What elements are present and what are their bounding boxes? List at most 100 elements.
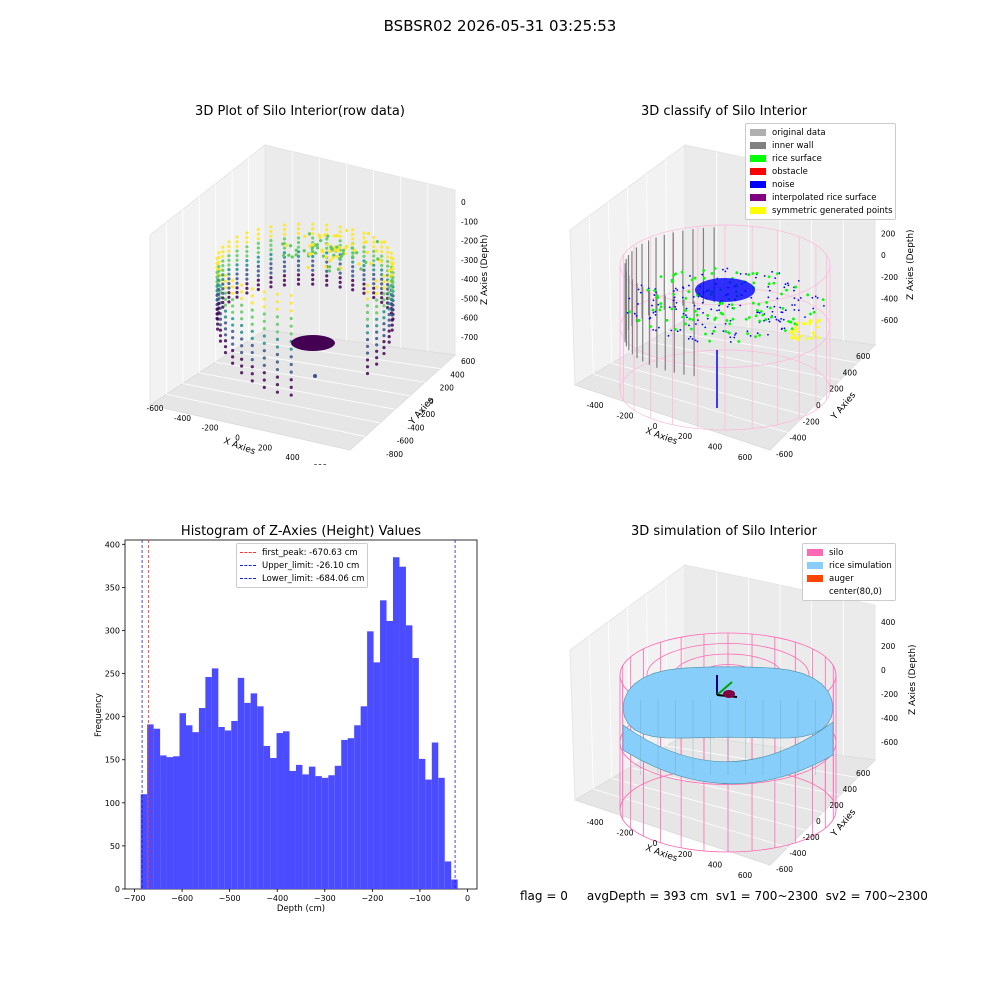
raw-point	[382, 304, 386, 308]
classified-point	[710, 272, 714, 275]
raw-point	[311, 231, 315, 235]
raw-point	[328, 249, 332, 253]
classified-point	[649, 325, 652, 328]
raw-point	[282, 260, 287, 264]
raw-point	[351, 232, 355, 236]
classified-point	[754, 276, 757, 279]
raw-point	[275, 315, 280, 319]
raw-point	[294, 248, 298, 252]
classified-point	[659, 305, 663, 309]
raw-point	[250, 329, 254, 333]
classify-y-tick-1: -400	[789, 434, 806, 443]
raw-point	[227, 263, 231, 267]
raw-point	[217, 260, 221, 264]
raw-point	[282, 274, 287, 278]
raw-point	[375, 324, 379, 328]
raw-point	[223, 321, 228, 325]
raw-point	[227, 277, 231, 281]
raw-point	[338, 285, 342, 289]
classify-zlabel: Z Axies (Depth)	[906, 229, 916, 300]
raw-point	[326, 234, 330, 238]
raw-point	[231, 336, 235, 340]
raw-point	[275, 390, 280, 394]
classified-point	[676, 330, 679, 333]
classified-point	[684, 322, 687, 326]
raw-point	[351, 269, 355, 273]
raw-z-tick-6: -600	[461, 314, 478, 323]
raw-point	[310, 246, 314, 250]
raw-point	[240, 344, 244, 348]
histogram-bar	[444, 861, 452, 889]
raw-point	[387, 285, 391, 289]
raw-point	[372, 272, 376, 277]
histogram-bar	[231, 720, 238, 889]
classified-point	[695, 323, 697, 325]
raw-z-tick-0: 0	[461, 198, 466, 207]
classified-point	[804, 316, 806, 319]
raw-point	[256, 255, 260, 259]
raw-point	[338, 262, 342, 266]
raw-point	[256, 227, 260, 232]
histogram-ylabel: Frequency	[94, 693, 104, 737]
raw-point	[311, 259, 315, 263]
raw-point	[390, 313, 394, 317]
classified-point	[688, 317, 692, 321]
raw-point	[275, 292, 280, 296]
classified-point	[657, 303, 660, 306]
raw-point	[382, 351, 386, 356]
raw-point	[372, 258, 376, 263]
raw-point	[362, 277, 366, 282]
classified-point	[751, 301, 755, 305]
raw-point	[250, 372, 254, 376]
simulation-z-tick-3: -200	[881, 690, 898, 699]
raw-point	[250, 301, 254, 305]
legend-item: Lower_limit: -684.06 cm	[237, 572, 367, 585]
raw-point	[323, 233, 327, 237]
raw-point	[375, 336, 379, 341]
raw-point	[324, 255, 328, 259]
histogram-bar	[334, 765, 342, 889]
classified-point	[746, 332, 749, 336]
raw-point	[362, 273, 366, 277]
raw-point	[250, 343, 254, 348]
raw-point	[262, 371, 266, 375]
raw-point	[240, 296, 244, 301]
raw-point	[325, 283, 329, 287]
raw-point	[351, 274, 355, 278]
classified-point	[713, 267, 717, 270]
raw-point	[311, 282, 315, 286]
legend-label: auger	[829, 573, 854, 584]
raw-point	[250, 308, 254, 312]
classified-point	[754, 335, 757, 339]
raw-point	[289, 293, 293, 298]
raw-point	[217, 251, 221, 255]
classified-point	[774, 277, 777, 280]
raw-point	[387, 274, 391, 278]
classified-point	[682, 296, 684, 299]
classified-point	[687, 337, 690, 340]
histogram-bar	[185, 725, 193, 889]
classified-point	[712, 329, 716, 333]
raw-point	[372, 235, 376, 240]
raw-point	[235, 290, 239, 295]
raw-point	[296, 231, 301, 235]
histogram-bar	[425, 779, 432, 889]
histogram-bar	[367, 631, 374, 889]
raw-y-tick-7: 600	[461, 357, 476, 366]
classified-point	[684, 308, 688, 312]
classified-point	[750, 296, 753, 299]
classified-point	[755, 309, 759, 312]
raw-point	[282, 223, 287, 227]
classified-point	[747, 273, 751, 277]
classified-point	[811, 331, 815, 335]
classified-point	[668, 306, 671, 309]
raw-x-tick-3: 0	[235, 434, 240, 443]
histogram-ytick-3: 150	[105, 756, 120, 765]
histogram-bar	[354, 725, 361, 889]
classified-point	[785, 288, 788, 292]
classify-x-tick-0: -400	[586, 401, 603, 410]
classified-point	[797, 309, 800, 312]
raw-point	[337, 245, 342, 249]
histogram-bar	[250, 693, 258, 889]
raw-point	[221, 259, 225, 263]
